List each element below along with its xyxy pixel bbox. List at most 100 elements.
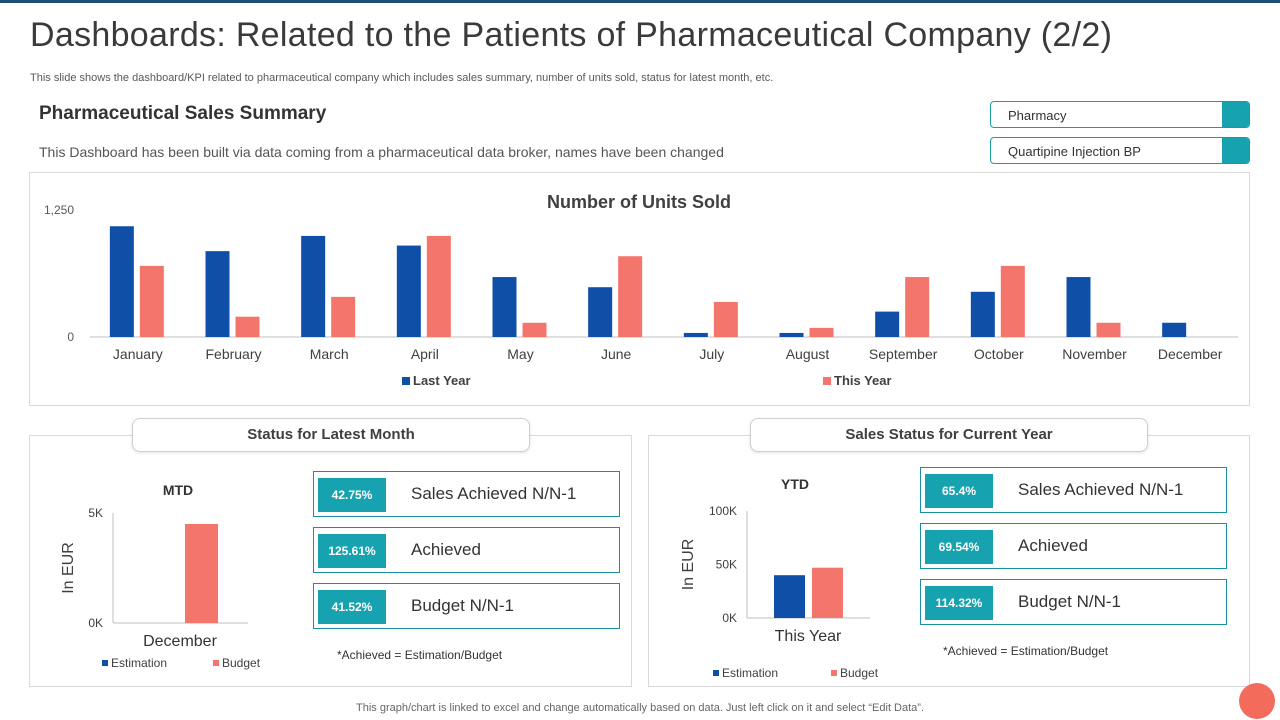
mtd-kpi-budget-value: 41.52% (318, 590, 386, 624)
current-year-tab[interactable]: Sales Status for Current Year (750, 418, 1148, 452)
filter-pharmacy-label: Pharmacy (1008, 108, 1067, 123)
latest-month-tab[interactable]: Status for Latest Month (132, 418, 530, 452)
ytd-kpi-budget-label: Budget N/N-1 (1018, 592, 1121, 611)
units-bar-last-year-october (970, 291, 995, 337)
units-bar-last-year-august (779, 332, 804, 337)
units-bar-last-year-november (1066, 277, 1091, 337)
units-bar-last-year-march (301, 235, 326, 337)
ytd-chart-ytick-2: 100K (709, 504, 737, 518)
mtd-kpi-achieved-value: 125.61% (318, 534, 386, 568)
summary-title: Pharmaceutical Sales Summary (39, 103, 327, 124)
mtd-kpi-sales-achieved: 42.75% Sales Achieved N/N-1 (313, 471, 620, 517)
ytd-chart-title: YTD (781, 476, 809, 492)
ytd-chart-legend-label-0: Estimation (722, 666, 778, 680)
units-legend-label-1: This Year (834, 373, 892, 388)
mtd-chart-ytick-1: 5K (88, 506, 103, 520)
ytd-chart-legend-label-1: Budget (840, 666, 879, 680)
units-xtick-may: May (507, 346, 533, 362)
units-bar-this-year-september (905, 277, 930, 337)
mtd-chart-legend-swatch-1 (213, 660, 219, 666)
units-bar-last-year-june (588, 287, 613, 337)
ytd-kpi-achieved-label: Achieved (1018, 536, 1088, 555)
mtd-note: *Achieved = Estimation/Budget (337, 648, 503, 662)
units-bar-this-year-august (809, 327, 834, 337)
mtd-chart-ylabel: In EUR (60, 542, 77, 594)
ytd-chart-bar-budget (812, 567, 843, 618)
units-xtick-june: June (601, 346, 632, 362)
filter-product-dropdown-tab[interactable] (1222, 138, 1249, 163)
units-chart-title: Number of Units Sold (547, 192, 731, 212)
ytd-chart-bar-estimation (774, 575, 805, 618)
units-bar-last-year-september (875, 311, 900, 337)
units-xtick-october: October (974, 346, 1024, 362)
units-bar-last-year-may (492, 277, 517, 337)
units-bar-this-year-april (426, 235, 451, 337)
ytd-chart-legend-swatch-1 (831, 670, 837, 676)
decorative-circle (1239, 683, 1275, 719)
page-title: Dashboards: Related to the Patients of P… (30, 16, 1113, 54)
units-xtick-august: August (786, 346, 830, 362)
mtd-kpi-budget: 41.52% Budget N/N-1 (313, 583, 620, 629)
ytd-chart-ylabel: In EUR (680, 539, 697, 591)
units-xtick-september: September (869, 346, 938, 362)
ytd-kpi-budget-value: 114.32% (925, 586, 993, 620)
mtd-chart-legend-label-0: Estimation (111, 656, 167, 670)
mtd-chart-legend-label-1: Budget (222, 656, 261, 670)
units-bar-last-year-february (205, 251, 230, 337)
units-xtick-december: December (1158, 346, 1223, 362)
units-xtick-november: November (1062, 346, 1127, 362)
units-xtick-april: April (411, 346, 439, 362)
units-bar-last-year-july (683, 332, 708, 337)
filter-pharmacy[interactable]: Pharmacy (990, 101, 1250, 128)
mtd-chart-legend-swatch-0 (102, 660, 108, 666)
ytd-kpi-sales-achieved-label: Sales Achieved N/N-1 (1018, 480, 1184, 499)
units-bar-last-year-january (109, 226, 134, 337)
ytd-chart-ytick-0: 0K (722, 611, 737, 625)
units-sold-panel: Number of Units Sold 1,250 0 January Februar… (29, 172, 1250, 406)
units-bar-this-year-january (139, 265, 164, 337)
mtd-kpi-sales-achieved-value: 42.75% (318, 478, 386, 512)
units-xtick-february: February (205, 346, 261, 362)
ytd-chart-ytick-1: 50K (716, 558, 737, 572)
mtd-kpi-sales-achieved-label: Sales Achieved N/N-1 (411, 484, 577, 503)
units-bar-this-year-may (522, 322, 547, 337)
ytd-kpi-sales-achieved: 65.4% Sales Achieved N/N-1 (920, 467, 1227, 513)
mtd-kpi-budget-label: Budget N/N-1 (411, 596, 514, 615)
units-bar-this-year-november (1096, 322, 1121, 337)
units-legend-swatch-1 (823, 377, 831, 385)
mtd-chart-title: MTD (163, 482, 193, 498)
units-bar-this-year-june (618, 256, 643, 337)
ytd-kpi-achieved: 69.54% Achieved (920, 523, 1227, 569)
units-xtick-january: January (113, 346, 163, 362)
mtd-chart-ytick-0: 0K (88, 616, 103, 630)
mtd-kpi-achieved: 125.61% Achieved (313, 527, 620, 573)
mtd-chart-bar-budget (185, 524, 218, 623)
mtd-chart: MTD In EUR 0K 5K December Estimation Budget (60, 482, 261, 670)
summary-description: This Dashboard has been built via data c… (39, 144, 724, 160)
units-legend-label-0: Last Year (413, 373, 471, 388)
ytd-chart-legend-swatch-0 (713, 670, 719, 676)
units-xtick-march: March (310, 346, 349, 362)
filter-pharmacy-dropdown-tab[interactable] (1222, 102, 1249, 127)
mtd-chart-xtick: December (143, 633, 217, 650)
units-bar-this-year-october (1000, 265, 1025, 337)
units-sold-chart: Number of Units Sold 1,250 0 January Februar… (44, 192, 1238, 388)
ytd-chart: YTD In EUR 0K 50K 100K This Year Estimation Bud… (680, 476, 879, 680)
ytd-note: *Achieved = Estimation/Budget (943, 644, 1109, 658)
top-accent-line (0, 0, 1280, 3)
filter-product[interactable]: Quartipine Injection BP (990, 137, 1250, 164)
units-bar-last-year-december (1162, 322, 1187, 337)
units-bar-this-year-march (331, 296, 356, 337)
units-ytick-min: 0 (67, 330, 74, 344)
ytd-kpi-achieved-value: 69.54% (925, 530, 993, 564)
ytd-kpi-budget: 114.32% Budget N/N-1 (920, 579, 1227, 625)
units-xtick-july: July (699, 346, 724, 362)
units-legend-swatch-0 (402, 377, 410, 385)
ytd-chart-xtick: This Year (775, 628, 842, 645)
ytd-kpi-sales-achieved-value: 65.4% (925, 474, 993, 508)
mtd-kpi-achieved-label: Achieved (411, 540, 481, 559)
units-bar-this-year-february (235, 316, 260, 337)
footer-note: This graph/chart is linked to excel and … (355, 702, 925, 714)
filter-product-label: Quartipine Injection BP (1008, 144, 1141, 159)
units-bar-this-year-july (713, 301, 738, 337)
